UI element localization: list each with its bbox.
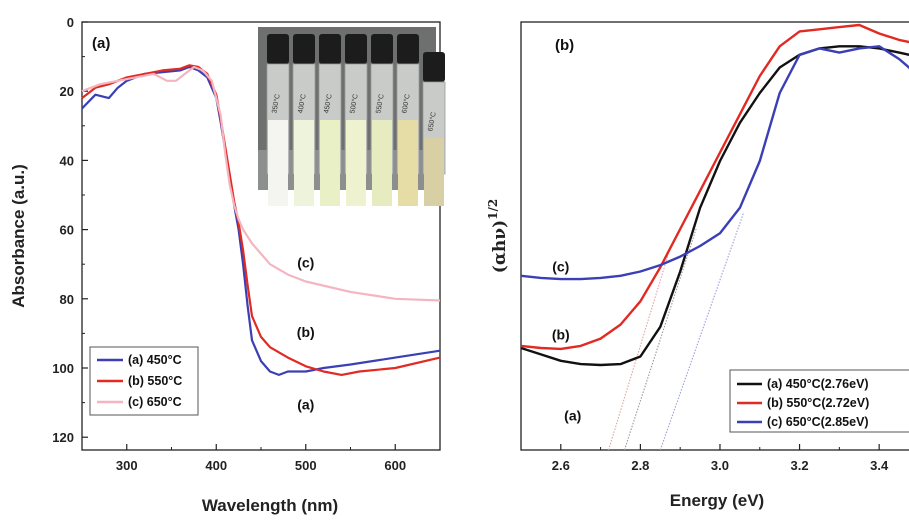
panel-b-tangent-lines [608, 211, 745, 451]
panel-b-curve-labels: (c) (b) (a) [552, 259, 581, 424]
vial-cap [293, 34, 315, 64]
panel-a-label: (a) [92, 35, 110, 52]
panel-b-series-line-2 [520, 45, 909, 281]
panel-a-curve-label: (a) [297, 397, 314, 413]
panel-a-y-ticks: 0 20 40 60 80 100 120 [52, 15, 88, 445]
inset-vials: 350°C 400°C 450°C 500°C 550°C 600°C 650°C [266, 34, 446, 206]
panel-a-y-tick-label: 20 [60, 84, 74, 99]
vial-powder [424, 138, 444, 206]
panel-a-x-axis-label: Wavelength (nm) [202, 496, 338, 515]
panel-a-legend: (a) 450°C (b) 550°C (c) 650°C [89, 346, 199, 416]
panel-a-x-tick-label: 600 [384, 458, 406, 473]
panel-b-x-tick-label: 3.4 [870, 458, 889, 473]
panel-a-y-tick-label: 80 [60, 292, 74, 307]
vial-cap [371, 34, 393, 64]
panel-b-legend-entry: (a) 450°C(2.76eV) [767, 377, 869, 391]
panel-a-y-tick-label: 120 [52, 430, 74, 445]
panel-b-x-ticks: 2.6 2.8 3.0 3.2 3.4 [520, 444, 889, 473]
panel-a-legend-entry: (b) 550°C [128, 374, 182, 388]
panel-a-curves [81, 64, 441, 376]
panel-b-curve-label: (a) [564, 407, 581, 423]
panel-a-legend-entry: (c) 650°C [128, 395, 182, 409]
panel-b-tangent-line [659, 211, 745, 451]
vial-cap [345, 34, 367, 64]
panel-b-series-line-1 [520, 23, 909, 351]
panel-a-x-tick-label: 400 [205, 458, 227, 473]
vial-cap [319, 34, 341, 64]
panel-a-series-line-2 [81, 65, 441, 302]
panel-a-y-tick-label: 60 [60, 223, 74, 238]
panel-b-x-tick-label: 2.8 [631, 458, 649, 473]
vial-powder [294, 120, 314, 206]
panel-a-x-ticks: 300 400 500 600 [81, 444, 441, 473]
panel-a-curve-label: (b) [297, 324, 315, 340]
vial-label: 400°C [296, 93, 307, 114]
panel-b-series-line-0 [520, 45, 909, 367]
panel-b-legend-entry: (c) 650°C(2.85eV) [767, 415, 869, 429]
panel-b-legend-entry: (b) 550°C(2.72eV) [767, 396, 869, 410]
panel-a-curve-labels: (c) (b) (a) [297, 255, 315, 413]
vial-label: 350°C [270, 93, 281, 114]
vial-label: 600°C [400, 93, 411, 114]
panel-a-series-line-1 [81, 64, 441, 376]
vial-powder [398, 120, 418, 206]
panel-b-x-tick-label: 3.0 [711, 458, 729, 473]
panel-b-y-axis-label: (αhν)1/2 [486, 199, 510, 273]
panel-b-x-tick-label: 2.6 [552, 458, 570, 473]
panel-b-tauc-chart: 2.6 2.8 3.0 3.2 3.4 (c) (b) (a) (b) (a) 450°C(… [486, 21, 909, 510]
inset-vials-photo: 350°C 400°C 450°C 500°C 550°C 600°C 650°C [258, 27, 446, 206]
panel-a-x-tick-label: 500 [295, 458, 317, 473]
panel-a-curve-label: (c) [297, 255, 314, 271]
vial-label: 550°C [374, 93, 385, 114]
panel-a-y-tick-label: 100 [52, 361, 74, 376]
panel-a-y-tick-label: 40 [60, 153, 74, 168]
vial-cap [267, 34, 289, 64]
panel-b-curves [520, 23, 909, 367]
panel-b-curve-label: (c) [552, 259, 569, 275]
panel-a-absorbance-chart: 0 20 40 60 80 100 120 300 400 500 600 (a) 350°C 40… [9, 15, 446, 515]
panel-b-legend: (a) 450°C(2.76eV) (b) 550°C(2.72eV) (c) 65… [729, 369, 909, 433]
panel-b-curve-label: (b) [552, 327, 570, 343]
panel-b-x-axis-label: Energy (eV) [670, 491, 764, 510]
panel-a-y-axis-label: Absorbance (a.u.) [9, 164, 28, 308]
panel-a-legend-entry: (a) 450°C [128, 353, 182, 367]
panel-b-x-tick-label: 3.2 [791, 458, 809, 473]
vial-powder [320, 120, 340, 206]
vial-powder [346, 120, 366, 206]
vial-powder [268, 120, 288, 206]
panel-b-y-axis-exponent: 1/2 [486, 199, 500, 220]
vial-label: 500°C [348, 93, 359, 114]
vial-label: 650°C [426, 111, 437, 132]
vial-label: 450°C [322, 93, 333, 114]
panel-b-tangent-line [608, 254, 669, 451]
vial-cap [397, 34, 419, 64]
panel-b-y-axis-base: (αhν) [490, 220, 510, 273]
panel-a-y-tick-label: 0 [67, 15, 74, 30]
panel-a-x-tick-label: 300 [116, 458, 138, 473]
vial-cap [423, 52, 445, 82]
vial-powder [372, 120, 392, 206]
panel-b-label: (b) [555, 37, 574, 54]
